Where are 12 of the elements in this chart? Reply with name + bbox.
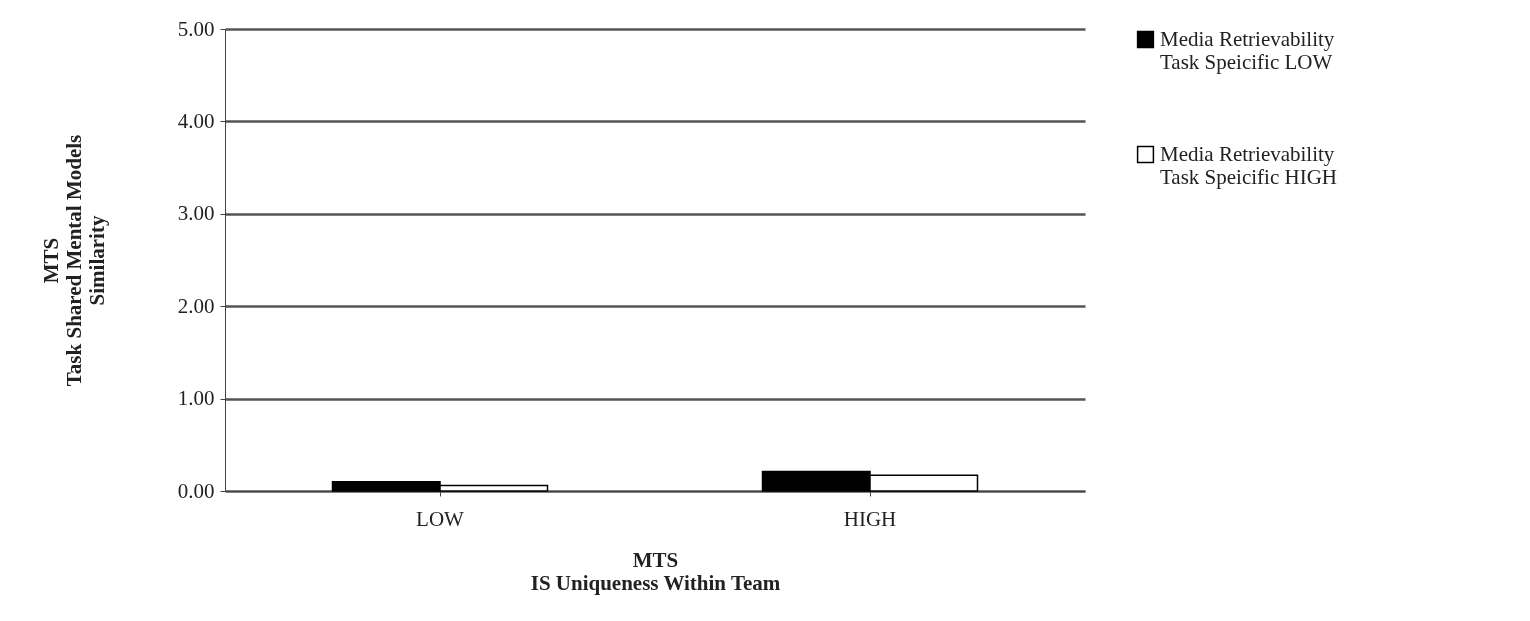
legend-label: Media Retrievability Task Speicific LOW [1160,26,1335,74]
y-tick-label: 3.00 [177,201,215,226]
y-axis-title: MTS Task Shared Mental Models Similarity [38,134,109,387]
x-tick-label: LOW [416,506,465,531]
x-tick-label: HIGH [843,506,897,531]
y-tick-label: 4.00 [177,108,215,133]
y-tick-label: 2.00 [177,293,215,318]
y-tick-label: 0.00 [177,478,215,503]
x-axis-title: MTS IS Uniqueness Within Team [530,547,781,595]
legend-label: Media Retrievability Task Speicific HIGH [1160,141,1337,189]
y-tick-label: 5.00 [177,16,215,41]
y-tick-label: 1.00 [177,386,215,411]
